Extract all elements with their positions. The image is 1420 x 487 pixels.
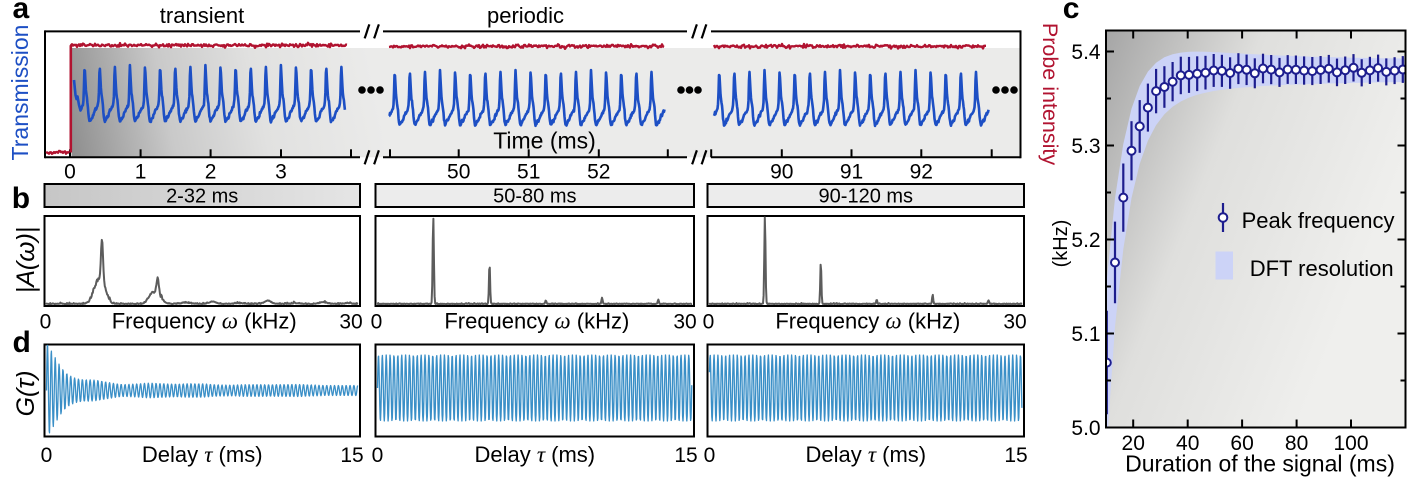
svg-text:Frequency ω (kHz): Frequency ω (kHz) (775, 309, 960, 334)
svg-text:transient: transient (160, 3, 244, 28)
svg-text:5.0: 5.0 (1071, 417, 1100, 440)
svg-text:Delay τ (ms): Delay τ (ms) (805, 442, 926, 467)
svg-text:15: 15 (674, 444, 697, 467)
svg-text:|A(ω)|: |A(ω)| (10, 227, 40, 294)
svg-text:15: 15 (340, 444, 363, 467)
svg-text:2: 2 (205, 161, 217, 181)
svg-text:51: 51 (517, 161, 540, 181)
svg-text:0: 0 (371, 311, 383, 334)
svg-text:91: 91 (840, 161, 863, 181)
svg-text:50-80 ms: 50-80 ms (493, 186, 576, 208)
svg-text:15: 15 (1004, 444, 1027, 467)
svg-text:30: 30 (339, 311, 362, 334)
svg-text:Peak frequency: Peak frequency (1242, 208, 1395, 233)
svg-text:5.4: 5.4 (1071, 41, 1101, 64)
svg-text:80: 80 (1285, 432, 1308, 455)
svg-text:52: 52 (587, 161, 610, 181)
svg-text:Probe intensity: Probe intensity (1038, 23, 1060, 165)
svg-text:G(τ): G(τ) (10, 371, 40, 417)
svg-text:Time (ms): Time (ms) (493, 127, 596, 153)
svg-text:5.3: 5.3 (1071, 135, 1100, 158)
svg-text:40: 40 (1176, 432, 1199, 455)
svg-text:DFT resolution: DFT resolution (1250, 256, 1394, 281)
svg-text:92: 92 (910, 161, 933, 181)
svg-text:Delay τ (ms): Delay τ (ms) (474, 442, 595, 467)
svg-text:0: 0 (64, 161, 76, 181)
svg-text:0: 0 (41, 444, 53, 467)
svg-text:0: 0 (704, 444, 716, 467)
svg-text:20: 20 (1122, 432, 1145, 455)
svg-text:5.1: 5.1 (1071, 323, 1100, 346)
svg-text:30: 30 (673, 311, 696, 334)
svg-text:Frequency ω (kHz): Frequency ω (kHz) (444, 309, 629, 334)
svg-text:5.2: 5.2 (1071, 229, 1100, 252)
svg-text:periodic: periodic (487, 3, 564, 28)
svg-text:Delay τ (ms): Delay τ (ms) (142, 442, 263, 467)
svg-text:0: 0 (703, 311, 715, 334)
svg-text:60: 60 (1230, 432, 1253, 455)
svg-text:50: 50 (447, 161, 470, 181)
svg-text:3: 3 (275, 161, 287, 181)
svg-text:0: 0 (372, 444, 384, 467)
svg-text:90: 90 (770, 161, 793, 181)
svg-text:1: 1 (135, 161, 147, 181)
svg-text:0: 0 (40, 311, 52, 334)
svg-text:Transmission: Transmission (7, 25, 33, 161)
svg-text:Frequency ω (kHz): Frequency ω (kHz) (112, 309, 297, 334)
svg-text:30: 30 (1003, 311, 1026, 334)
svg-text:Duration of the signal (ms): Duration of the signal (ms) (1125, 450, 1395, 476)
svg-text:2-32 ms: 2-32 ms (166, 186, 238, 208)
svg-text:90-120 ms: 90-120 ms (819, 186, 914, 208)
svg-text:100: 100 (1333, 432, 1368, 455)
